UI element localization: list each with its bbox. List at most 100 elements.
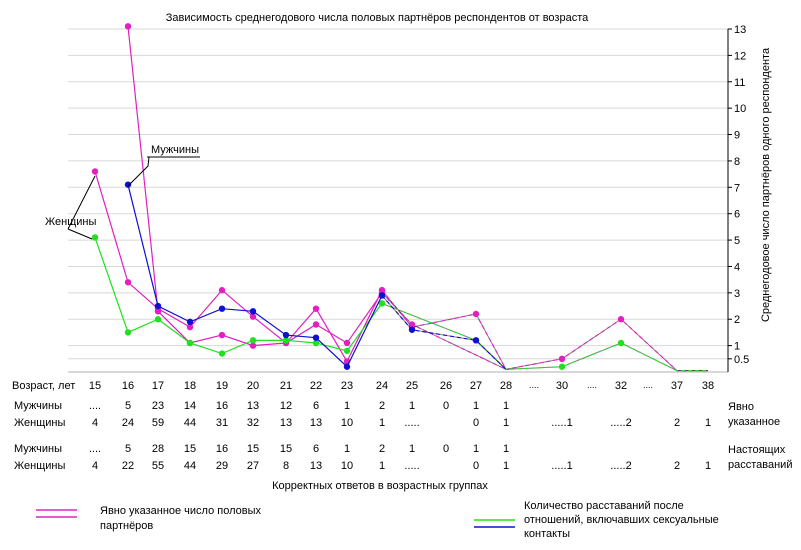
legend-label-2b: отношений, включавших сексуальные [524,514,719,526]
table-cell: 44 [184,417,196,429]
table-cell: 0 [473,460,479,472]
table-cell: 1 [344,400,350,412]
table-cell: 1 [344,443,350,455]
table-cell: 12 [280,400,292,412]
y-tick-label: 7 [734,182,740,194]
table-cell: 2 [379,400,385,412]
table-cell: 55 [152,460,164,472]
table-cell: 4 [92,417,98,429]
table-cell: 2 [674,417,680,429]
y-tick-label: 0.5 [734,354,749,366]
data-point [218,287,226,294]
table-cell: 1 [473,443,479,455]
x-tick-label: 38 [702,380,714,392]
data-point [186,339,194,347]
x-tick-label: 25 [406,380,418,392]
x-tick-label: 22 [310,380,322,392]
x-tick-label: 17 [152,380,164,392]
data-point [249,342,257,349]
series-line-shadow [381,295,507,370]
table-cell: 15 [184,443,196,455]
table-cell: 6 [313,443,319,455]
x-tick-dots: .... [529,380,539,390]
x-row-label: Возраст, лет [12,380,75,392]
x-tick-dots: .... [643,380,653,390]
x-tick-label: 23 [341,380,353,392]
table-cell: 0 [443,443,449,455]
table-cell: 8 [283,460,289,472]
annotation-men-leader [127,156,150,187]
table-cell: 32 [247,417,259,429]
data-point [282,331,290,339]
x-tick-label: 24 [376,380,388,392]
data-point [617,339,625,347]
table-group-label: Настоящих [728,444,786,456]
data-point [249,313,257,320]
table-cell: 5 [125,443,131,455]
table-cell: 28 [152,443,164,455]
data-point [343,363,351,370]
table-cell: 13 [280,417,292,429]
table-cell: 6 [313,400,319,412]
y-tick-label: 13 [734,24,746,36]
table-cell: 13 [310,417,322,429]
data-point [282,337,290,344]
legend-label-1b: партнёров [100,520,153,532]
table-cell: 22 [122,460,134,472]
table-row-label: Мужчины [14,400,62,412]
table-cell: 13 [247,400,259,412]
table-cell: 1 [409,400,415,412]
data-point [154,308,162,315]
data-point [124,181,132,188]
data-point [312,321,320,328]
data-point [218,331,226,339]
table-cell: 4 [92,460,98,472]
table-cell: 0 [473,417,479,429]
x-tick-label: 21 [280,380,292,392]
y-tick-label: 8 [734,156,740,168]
x-tick-label: 37 [671,380,683,392]
table-group-label: расставаний [728,459,792,471]
data-point [408,326,416,333]
annotation-women-leader-2 [67,175,96,230]
table-row-label: Женщины [14,460,65,472]
table-cell: 15 [247,443,259,455]
table-cell: 5 [125,400,131,412]
data-point [617,316,625,323]
y-tick-label: 3 [734,288,740,300]
data-point [343,339,351,347]
table-cell: .... [89,400,101,412]
data-point [249,308,257,315]
table-cell: 44 [184,460,196,472]
y-tick-label: 2 [734,314,740,326]
table-cell: ..... [404,460,419,472]
y-tick-label: 1 [734,341,740,353]
table-cell: ..... [404,417,419,429]
table-cell: 29 [216,460,228,472]
table-cell: .... [89,443,101,455]
data-point [378,292,386,299]
legend-label-1: Явно указанное число половых [100,505,262,517]
x-tick-label: 19 [216,380,228,392]
table-cell: 10 [341,417,353,429]
legend-label-2c: контакты [524,528,570,540]
table-cell: 31 [216,417,228,429]
data-point [218,305,226,312]
table-cell: 0 [443,400,449,412]
data-point [154,302,162,310]
data-point [124,23,132,30]
table-cell: .....2 [610,460,631,472]
series-line [94,237,383,355]
data-point [186,318,194,326]
annotation-men: Мужчины [151,144,199,156]
table-group-label: Явно [728,401,754,413]
table-cell: 14 [184,400,196,412]
x-tick-label: 18 [184,380,196,392]
data-point [558,355,566,363]
series-line [94,171,383,363]
x-tick-dots: .... [587,380,597,390]
x-tick-label: 20 [247,380,259,392]
table-cell: 13 [310,460,322,472]
